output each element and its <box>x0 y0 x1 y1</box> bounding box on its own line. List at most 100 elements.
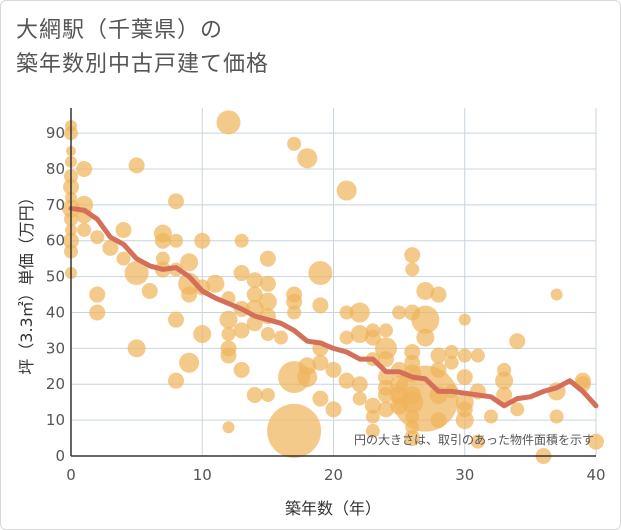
y-tick-label: 20 <box>46 375 65 393</box>
bubble-point <box>179 352 200 373</box>
y-tick-label: 0 <box>55 447 65 465</box>
bubble-point <box>246 387 263 404</box>
bubble-point <box>216 110 241 135</box>
bubble-point <box>168 311 184 328</box>
bubble-point <box>336 180 357 201</box>
bubble-point <box>378 387 394 404</box>
bubble-point <box>496 387 513 404</box>
bubble-point <box>509 333 526 350</box>
bubble-point <box>379 323 393 338</box>
bubble-point <box>338 372 355 389</box>
chart-title: 大網駅（千葉県）の 築年数別中古戸建て価格 <box>16 14 269 82</box>
bubble-point <box>349 302 370 323</box>
bubble-point <box>220 347 237 364</box>
bubble-point <box>180 253 199 272</box>
bubble-point <box>234 233 249 248</box>
bubble-point <box>549 409 564 424</box>
bubble-point <box>588 433 604 450</box>
chart-title-line-1: 大網駅（千葉県）の <box>16 18 224 43</box>
axes <box>70 108 596 457</box>
bubble-point <box>297 148 318 169</box>
trend-line <box>68 206 599 409</box>
bubble-point <box>416 281 435 300</box>
bubble-point <box>222 421 235 434</box>
bubble-point <box>444 355 459 370</box>
bubble-point <box>141 282 158 299</box>
bubble-point <box>76 160 93 177</box>
bubble-point <box>233 361 250 378</box>
bubble-point <box>221 327 236 342</box>
y-axis-label: 坪（3.3㎡）単価（万円） <box>17 189 36 374</box>
bubble-point <box>116 251 131 266</box>
bubble-point <box>550 288 563 301</box>
bubble-point <box>510 402 525 417</box>
y-tick-label: 60 <box>46 232 65 250</box>
bubble-point <box>470 434 485 449</box>
bubble-point <box>128 157 145 174</box>
bubble-point <box>89 286 106 303</box>
bubble-point <box>260 327 275 342</box>
bubble-point <box>102 239 119 256</box>
bubble-point <box>325 361 342 378</box>
bubble-point <box>405 262 420 277</box>
bubble-point <box>259 250 276 267</box>
bubble-point <box>444 344 459 359</box>
bubble-point <box>246 286 263 303</box>
bubble-point <box>456 369 473 386</box>
bubble-point <box>287 305 302 320</box>
bubble-point <box>233 265 250 282</box>
bubble-point <box>352 391 367 406</box>
bubble-point <box>351 376 368 393</box>
bubble-point <box>154 232 171 249</box>
bubble-series <box>62 110 604 464</box>
bubble-point <box>90 230 105 245</box>
bubble-point <box>169 233 183 248</box>
bubble-point <box>484 409 498 424</box>
bubble-point <box>365 423 380 438</box>
bubble-point <box>155 251 170 266</box>
bubble-point <box>308 261 333 286</box>
bubble-point <box>364 397 381 414</box>
bubble-point <box>181 286 198 303</box>
x-tick-labels: 0 10 20 30 40 <box>66 466 605 484</box>
bubble-point <box>495 371 514 390</box>
bubble-point <box>312 297 329 314</box>
bubble-point <box>233 322 250 339</box>
bubble-point <box>286 293 303 310</box>
x-axis-label: 築年数（年） <box>285 499 381 518</box>
bubble-point <box>457 348 472 363</box>
y-tick-label: 40 <box>46 303 65 321</box>
y-tick-label: 80 <box>46 160 65 178</box>
bubble-point <box>411 305 440 334</box>
bubble-point <box>378 401 394 418</box>
bubble-point <box>325 401 342 418</box>
bubble-point <box>430 286 447 303</box>
y-tick-label: 90 <box>46 124 65 142</box>
bubble-point <box>267 403 322 458</box>
bubble-point <box>416 328 435 347</box>
bubble-point <box>297 367 318 388</box>
bubble-point <box>193 325 212 344</box>
bubble-point <box>274 330 288 345</box>
bubble-point <box>194 232 211 249</box>
bubble-point <box>458 313 471 326</box>
bubble-point <box>350 325 369 344</box>
bubble-point <box>124 261 149 286</box>
bubble-point <box>287 136 302 151</box>
bubble-point <box>404 430 421 447</box>
y-tick-label: 30 <box>46 339 65 357</box>
bubble-point <box>364 329 381 346</box>
bubble-point <box>339 330 354 345</box>
bubble-point <box>77 222 92 237</box>
bubble-point <box>378 351 394 368</box>
bubble-point <box>339 305 354 320</box>
bubble-point <box>89 304 106 321</box>
bubble-point <box>206 274 225 293</box>
bubble-point <box>259 275 276 292</box>
bubble-point <box>430 412 447 429</box>
bubble-point <box>430 361 447 378</box>
bubble-point <box>455 411 474 430</box>
bubble-point <box>168 372 184 389</box>
bubble-point <box>258 292 277 311</box>
